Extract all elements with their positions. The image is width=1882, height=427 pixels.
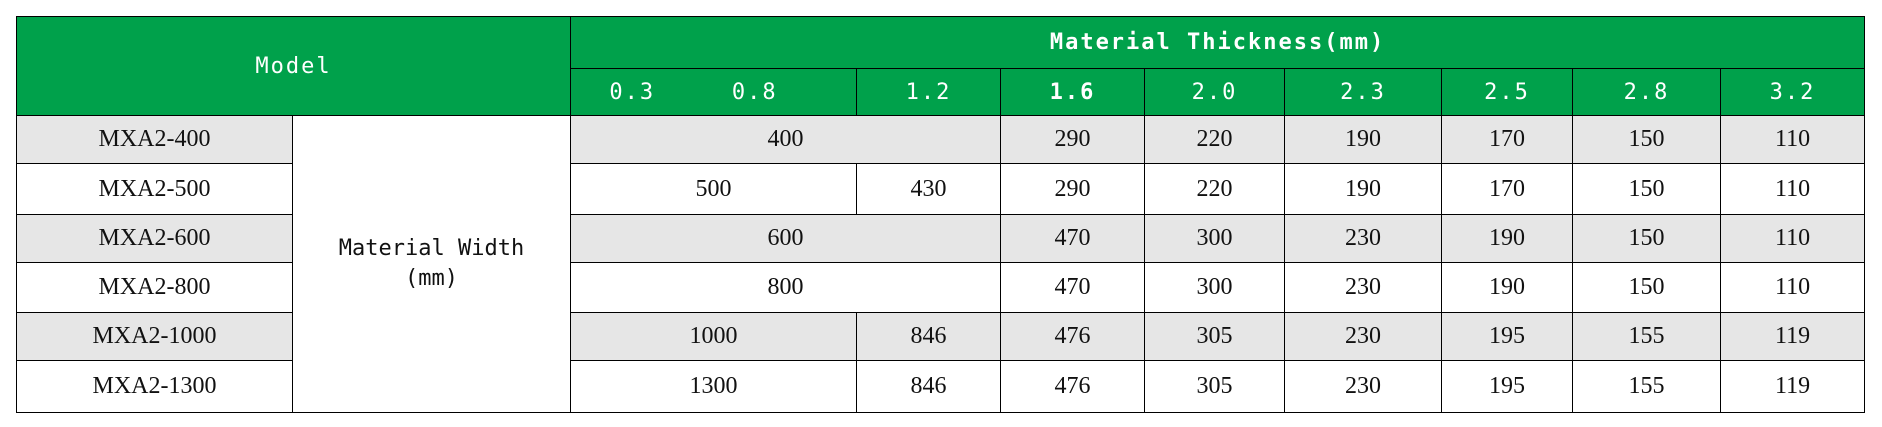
value: 400: [570, 115, 1002, 164]
value: 150: [1572, 115, 1722, 164]
model: MXA2-1300: [16, 360, 293, 413]
width-label-line: (mm): [405, 266, 458, 291]
model-header: Model: [15, 16, 572, 116]
value: 155: [1572, 312, 1722, 361]
model: MXA2-800: [16, 262, 293, 313]
thickness: 3.2: [1720, 68, 1866, 116]
value: 846: [856, 312, 1002, 361]
value: 110: [1720, 163, 1866, 215]
width-label: Material Width (mm): [291, 115, 572, 413]
spec-table: Model Material Thickness(mm) 0.3 0.8 1.2 …: [15, 16, 1866, 413]
value: 195: [1441, 312, 1574, 361]
model: MXA2-1000: [16, 312, 293, 361]
thickness: 2.5: [1441, 68, 1574, 116]
value: 1300: [570, 360, 858, 413]
thickness: 1.2: [856, 68, 1002, 116]
value: 600: [570, 214, 1002, 263]
value: 300: [1144, 262, 1286, 313]
value: 155: [1572, 360, 1722, 413]
value: 476: [1000, 312, 1146, 361]
value: 220: [1144, 163, 1286, 215]
thickness: 2.0: [1144, 68, 1286, 116]
model: MXA2-500: [16, 163, 293, 215]
value: 1000: [570, 312, 858, 361]
table-row: MXA2-1300 1300 846 476 305 230 195 155 119: [16, 360, 1866, 413]
table-row: MXA2-1000 1000 846 476 305 230 195 155 119: [16, 312, 1866, 361]
value: 290: [1000, 163, 1146, 215]
value: 190: [1284, 115, 1443, 164]
model: MXA2-400: [16, 115, 293, 164]
value: 110: [1720, 214, 1866, 263]
thickness-header: 0.3 0.8: [570, 68, 858, 116]
thickness: 0.3: [609, 79, 656, 105]
value: 500: [570, 163, 858, 215]
value: 119: [1720, 360, 1866, 413]
table-row: MXA2-800 800 470 300 230 190 150 110: [16, 262, 1866, 313]
value: 220: [1144, 115, 1286, 164]
value: 305: [1144, 360, 1286, 413]
value: 190: [1284, 163, 1443, 215]
value: 230: [1284, 312, 1443, 361]
table-row: MXA2-600 600 470 300 230 190 150 110: [16, 214, 1866, 263]
value: 190: [1441, 214, 1574, 263]
thickness: 2.3: [1284, 68, 1443, 116]
value: 290: [1000, 115, 1146, 164]
value: 190: [1441, 262, 1574, 313]
width-label-line: Material Width: [338, 236, 525, 261]
value: 110: [1720, 115, 1866, 164]
model: MXA2-600: [16, 214, 293, 263]
value: 150: [1572, 262, 1722, 313]
value: 476: [1000, 360, 1146, 413]
thickness: 1.6: [1000, 68, 1146, 116]
value: 230: [1284, 262, 1443, 313]
value: 170: [1441, 115, 1574, 164]
value: 300: [1144, 214, 1286, 263]
value: 230: [1284, 360, 1443, 413]
value: 110: [1720, 262, 1866, 313]
value: 170: [1441, 163, 1574, 215]
value: 150: [1572, 214, 1722, 263]
thickness: 2.8: [1572, 68, 1722, 116]
value: 305: [1144, 312, 1286, 361]
value: 430: [856, 163, 1002, 215]
thickness: 0.8: [731, 79, 778, 105]
value: 470: [1000, 262, 1146, 313]
value: 150: [1572, 163, 1722, 215]
value: 119: [1720, 312, 1866, 361]
value: 230: [1284, 214, 1443, 263]
value: 800: [570, 262, 1002, 313]
group-header: Material Thickness(mm): [570, 16, 1866, 69]
value: 195: [1441, 360, 1574, 413]
value: 846: [856, 360, 1002, 413]
table-body: MXA2-400 Material Width (mm) 400 290 220 190 17…: [16, 115, 1866, 413]
table-row: MXA2-400 Material Width (mm) 400 290 220 190 17…: [16, 115, 1866, 413]
value: 470: [1000, 214, 1146, 263]
